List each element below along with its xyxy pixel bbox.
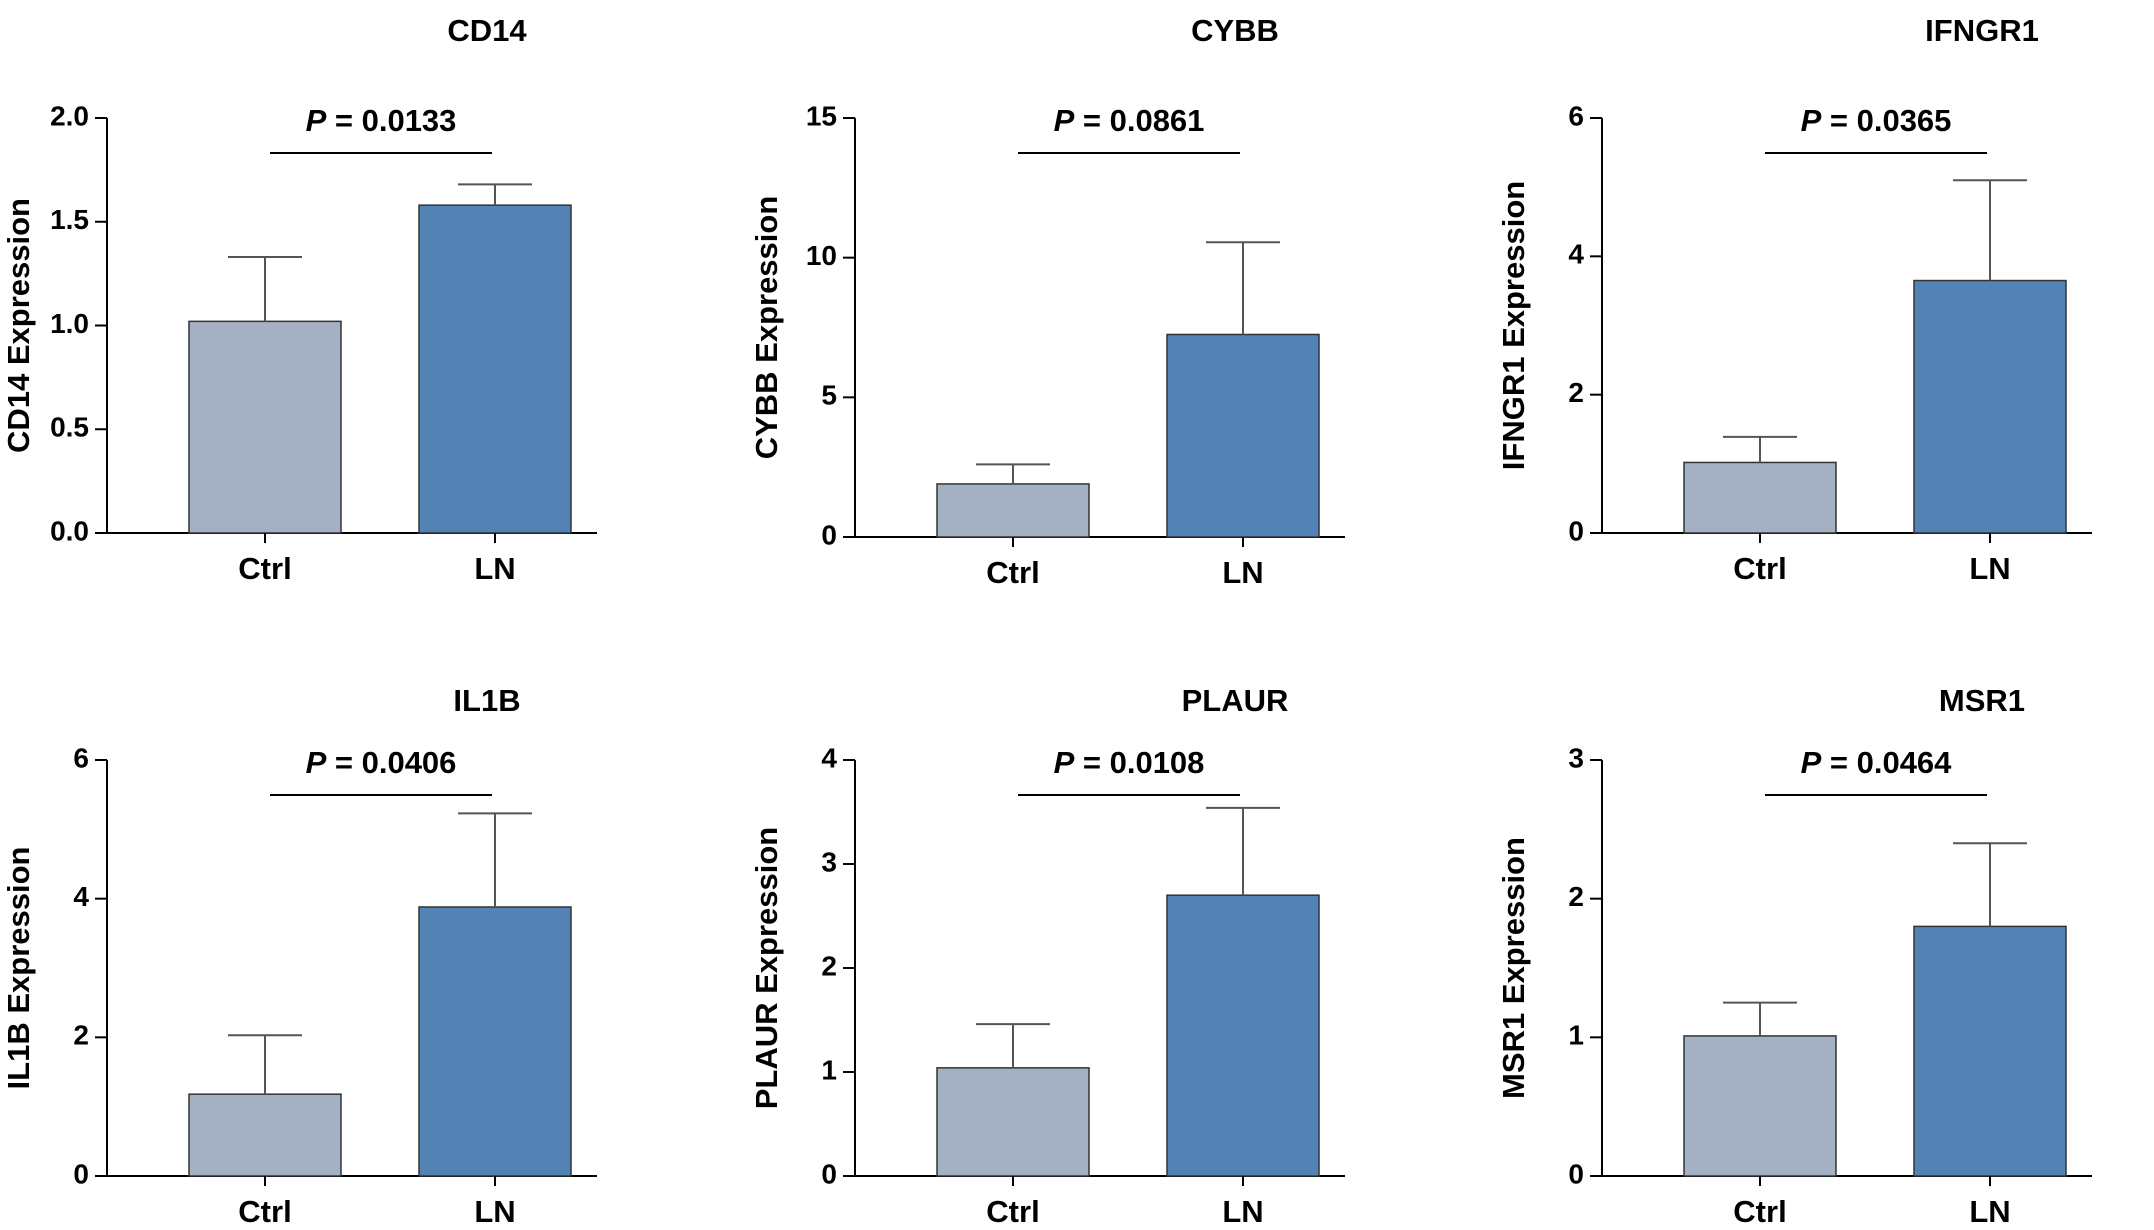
- y-tick-label: 3: [1568, 742, 1584, 773]
- p-value-text: = 0.0365: [1821, 103, 1951, 138]
- x-category-label-ctrl: Ctrl: [238, 551, 291, 586]
- y-tick-label: 2: [73, 1020, 89, 1051]
- y-tick-label: 10: [806, 240, 837, 271]
- p-value-label: P = 0.0861: [1054, 103, 1205, 138]
- y-tick-label: 1: [821, 1054, 837, 1085]
- p-value-label: P = 0.0365: [1801, 103, 1952, 138]
- y-tick-label: 4: [821, 742, 837, 773]
- y-tick-label: 5: [821, 380, 837, 411]
- x-category-label-ln: LN: [1969, 1194, 2010, 1229]
- y-tick-label: 0.5: [50, 412, 89, 443]
- bar-ln: [1166, 333, 1320, 538]
- chart-title: MSR1: [1939, 683, 2025, 718]
- x-category-label-ctrl: Ctrl: [986, 555, 1039, 590]
- chart-title: PLAUR: [1182, 683, 1289, 718]
- chart-panel-cybb: CYBB CYBB Expression 0 5 10 15 Ctrl LN P = 0.086…: [749, 13, 1345, 590]
- y-tick-label: 4: [73, 881, 89, 912]
- p-value-text: = 0.0108: [1074, 745, 1204, 780]
- bar-ctrl: [1683, 1035, 1837, 1177]
- chart-title: IFNGR1: [1925, 13, 2039, 48]
- y-tick-label: 1: [1568, 1020, 1584, 1051]
- y-axis-label: PLAUR Expression: [749, 827, 784, 1110]
- y-tick-label: 4: [1568, 239, 1584, 270]
- y-tick-label: 2: [821, 950, 837, 981]
- p-symbol: P: [1801, 103, 1822, 138]
- y-axis-label: IFNGR1 Expression: [1496, 181, 1531, 470]
- y-tick-label: 0: [1568, 515, 1584, 546]
- y-tick-label: 0: [1568, 1158, 1584, 1189]
- x-category-label-ln: LN: [1222, 555, 1263, 590]
- y-tick-label: 15: [806, 100, 837, 131]
- y-axis-label: CYBB Expression: [749, 196, 784, 460]
- y-tick-label: 6: [73, 742, 89, 773]
- chart-panel-plaur: PLAUR PLAUR Expression 0 1 2 3 4 Ctrl LN P = 0.01…: [749, 683, 1345, 1229]
- y-tick-label: 2: [1568, 881, 1584, 912]
- y-tick-label: 6: [1568, 100, 1584, 131]
- bar-ln: [1913, 925, 2067, 1177]
- p-value-label: P = 0.0108: [1054, 745, 1205, 780]
- chart-title: CD14: [447, 13, 527, 48]
- y-tick-label: 0: [821, 1158, 837, 1189]
- p-value-text: = 0.0133: [326, 103, 456, 138]
- y-axis-label: IL1B Expression: [1, 847, 36, 1090]
- p-value-text: = 0.0406: [326, 745, 456, 780]
- bar-ln: [1913, 279, 2067, 534]
- y-tick-label: 2: [1568, 377, 1584, 408]
- chart-panel-il1b: IL1B IL1B Expression 0 2 4 6 Ctrl LN P = 0.0406: [1, 683, 597, 1229]
- p-value-label: P = 0.0406: [306, 745, 457, 780]
- bar-ctrl: [188, 320, 342, 534]
- bar-ctrl: [936, 1067, 1090, 1177]
- bar-ln: [1166, 894, 1320, 1177]
- x-category-label-ln: LN: [1969, 551, 2010, 586]
- p-value-text: = 0.0464: [1821, 745, 1952, 780]
- p-value-label: P = 0.0464: [1801, 745, 1953, 780]
- chart-title: IL1B: [453, 683, 520, 718]
- p-value-label: P = 0.0133: [306, 103, 457, 138]
- y-axis-label: CD14 Expression: [1, 198, 36, 453]
- x-category-label-ln: LN: [474, 551, 515, 586]
- y-tick-label: 1.0: [50, 308, 89, 339]
- chart-panel-cd14: CD14 CD14 Expression 0.0 0.5 1.0 1.5 2.0 Ctrl LN…: [1, 13, 597, 586]
- x-category-label-ctrl: Ctrl: [238, 1194, 291, 1229]
- x-category-label-ln: LN: [1222, 1194, 1263, 1229]
- bar-ln: [418, 906, 572, 1177]
- y-tick-label: 2.0: [50, 100, 89, 131]
- chart-title: CYBB: [1191, 13, 1279, 48]
- bar-ctrl: [936, 483, 1090, 538]
- y-tick-label: 0: [821, 519, 837, 550]
- y-tick-label: 0: [73, 1158, 89, 1189]
- p-value-text: = 0.0861: [1074, 103, 1204, 138]
- x-category-label-ctrl: Ctrl: [1733, 551, 1786, 586]
- p-symbol: P: [306, 745, 327, 780]
- p-symbol: P: [1054, 103, 1075, 138]
- p-symbol: P: [306, 103, 327, 138]
- bar-ctrl: [188, 1093, 342, 1177]
- y-tick-label: 0.0: [50, 515, 89, 546]
- p-symbol: P: [1054, 745, 1075, 780]
- x-category-label-ctrl: Ctrl: [1733, 1194, 1786, 1229]
- y-axis-label: MSR1 Expression: [1496, 837, 1531, 1099]
- x-category-label-ln: LN: [474, 1194, 515, 1229]
- y-tick-label: 1.5: [50, 204, 89, 235]
- bar-ctrl: [1683, 461, 1837, 534]
- bar-ln: [418, 204, 572, 534]
- y-tick-label: 3: [821, 846, 837, 877]
- chart-panel-ifngr1: IFNGR1 IFNGR1 Expression 0 2 4 6 Ctrl LN P = 0.0…: [1496, 13, 2092, 586]
- x-category-label-ctrl: Ctrl: [986, 1194, 1039, 1229]
- chart-panel-msr1: MSR1 MSR1 Expression 0 1 2 3 Ctrl LN P = 0.0464: [1496, 683, 2092, 1229]
- p-symbol: P: [1801, 745, 1822, 780]
